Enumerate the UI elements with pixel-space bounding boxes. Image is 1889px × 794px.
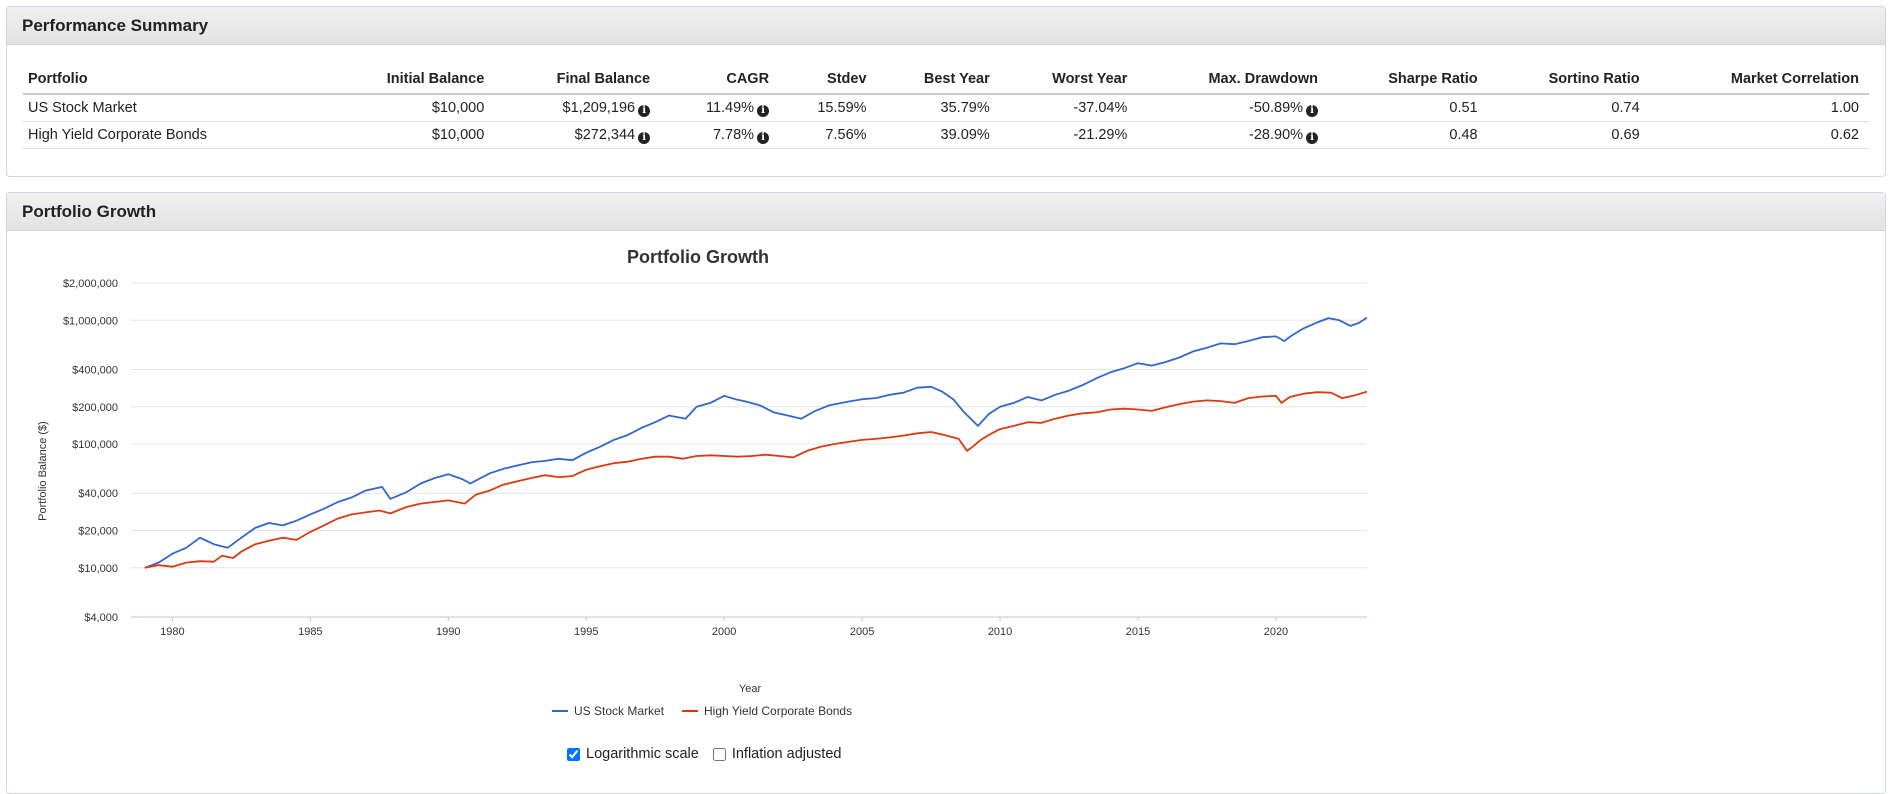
portfolio-growth-panel: Portfolio Growth Portfolio Growth $4,000…: [6, 192, 1886, 794]
info-icon[interactable]: i: [757, 104, 770, 117]
x-tick-label: 1990: [436, 626, 460, 638]
portfolio-growth-heading: Portfolio Growth: [7, 193, 1885, 231]
table-row: High Yield Corporate Bonds $10,000 $272,…: [23, 121, 1869, 149]
chart-series: [144, 316, 1368, 569]
y-tick-label: $1,000,000: [63, 315, 118, 327]
column-header: Initial Balance: [322, 64, 495, 95]
portfolio-name: US Stock Market: [23, 94, 323, 122]
chart-axes: $4,000 $10,000 $20,000 $40,000 $100,000 $200,…: [63, 278, 1288, 638]
chart-grid: [131, 282, 1367, 618]
column-header: Max. Drawdown: [1137, 64, 1329, 95]
column-header: Sharpe Ratio: [1328, 64, 1488, 95]
series-line-0: [144, 316, 1368, 569]
final-balance-cell: $272,344 i: [494, 121, 661, 149]
series-line-1: [144, 390, 1368, 569]
column-header: CAGR: [660, 64, 780, 95]
table-header-row: Portfolio Initial Balance Final Balance …: [23, 64, 1869, 95]
market-correlation: 0.62: [1649, 121, 1869, 149]
column-header: Best Year: [876, 64, 1000, 95]
y-tick-label: $10,000: [78, 563, 118, 575]
inflation-option[interactable]: Inflation adjusted: [712, 746, 842, 762]
info-icon[interactable]: i: [1306, 104, 1319, 117]
max-drawdown-cell: -28.90% i: [1137, 121, 1329, 149]
stdev: 7.56%: [779, 121, 877, 149]
final-balance: $272,344: [574, 126, 636, 143]
x-tick-label: 1985: [298, 626, 322, 638]
x-tick-label: 2010: [988, 626, 1012, 638]
inflation-adjusted-checkbox[interactable]: [712, 747, 726, 761]
performance-summary-table: Portfolio Initial Balance Final Balance …: [23, 64, 1869, 149]
column-header: Worst Year: [999, 64, 1138, 95]
log-scale-label: Logarithmic scale: [586, 746, 699, 762]
y-tick-label: $200,000: [72, 402, 118, 414]
performance-summary-panel: Performance Summary Portfolio Initial Ba…: [6, 6, 1886, 177]
chart-title: Portfolio Growth: [627, 247, 769, 267]
best-year: 39.09%: [876, 121, 1000, 149]
cagr-cell: 11.49% i: [660, 94, 780, 122]
x-tick-label: 2020: [1264, 626, 1288, 638]
chart-legend: US Stock Market High Yield Corporate Bond…: [552, 704, 852, 718]
worst-year: -21.29%: [999, 121, 1138, 149]
y-tick-label: $100,000: [72, 439, 118, 451]
y-tick-label: $2,000,000: [63, 278, 118, 290]
sortino-ratio: 0.74: [1487, 94, 1650, 122]
portfolio-name: High Yield Corporate Bonds: [23, 121, 323, 149]
sortino-ratio: 0.69: [1487, 121, 1650, 149]
y-tick-label: $4,000: [84, 612, 118, 624]
worst-year: -37.04%: [999, 94, 1138, 122]
cagr: 11.49%: [705, 99, 755, 116]
column-header: Stdev: [779, 64, 877, 95]
initial-balance: $10,000: [322, 94, 495, 122]
legend-entry: US Stock Market: [574, 704, 665, 718]
sharpe-ratio: 0.51: [1328, 94, 1488, 122]
log-scale-option[interactable]: Logarithmic scale: [567, 746, 699, 762]
y-tick-label: $400,000: [72, 364, 118, 376]
x-tick-label: 1995: [574, 626, 598, 638]
legend-entry: High Yield Corporate Bonds: [704, 704, 852, 718]
performance-summary-heading: Performance Summary: [7, 7, 1885, 45]
table-row: US Stock Market $10,000 $1,209,196 i 11.4…: [23, 94, 1869, 122]
max-drawdown-cell: -50.89% i: [1137, 94, 1329, 122]
column-header: Final Balance: [494, 64, 661, 95]
x-tick-label: 1980: [160, 626, 184, 638]
column-header: Market Correlation: [1649, 64, 1869, 95]
x-tick-label: 2015: [1126, 626, 1150, 638]
cagr: 7.78%: [712, 126, 755, 143]
info-icon[interactable]: i: [757, 131, 770, 144]
y-tick-label: $40,000: [78, 488, 118, 500]
best-year: 35.79%: [876, 94, 1000, 122]
final-balance: $1,209,196: [562, 99, 636, 116]
x-axis-label: Year: [739, 683, 762, 695]
chart-options: Logarithmic scale Inflation adjusted: [567, 746, 855, 762]
info-icon[interactable]: i: [638, 131, 651, 144]
cagr-cell: 7.78% i: [660, 121, 780, 149]
info-icon[interactable]: i: [1306, 131, 1319, 144]
max-drawdown: -50.89%: [1249, 99, 1304, 116]
sharpe-ratio: 0.48: [1328, 121, 1488, 149]
column-header: Sortino Ratio: [1487, 64, 1650, 95]
log-scale-checkbox[interactable]: [567, 747, 580, 761]
initial-balance: $10,000: [322, 121, 495, 149]
market-correlation: 1.00: [1649, 94, 1869, 122]
info-icon[interactable]: i: [638, 104, 651, 117]
stdev: 15.59%: [779, 94, 877, 122]
final-balance-cell: $1,209,196 i: [494, 94, 661, 122]
max-drawdown: -28.90%: [1249, 126, 1304, 143]
x-tick-label: 2000: [712, 626, 736, 638]
y-axis-label: Portfolio Balance ($): [37, 421, 49, 521]
x-tick-label: 2005: [850, 626, 874, 638]
inflation-adjusted-label: Inflation adjusted: [731, 746, 842, 762]
column-header: Portfolio: [23, 64, 323, 95]
portfolio-growth-chart: Portfolio Growth $4,000 $10,000 $20,000 $40…: [37, 247, 1368, 718]
y-tick-label: $20,000: [78, 526, 118, 538]
